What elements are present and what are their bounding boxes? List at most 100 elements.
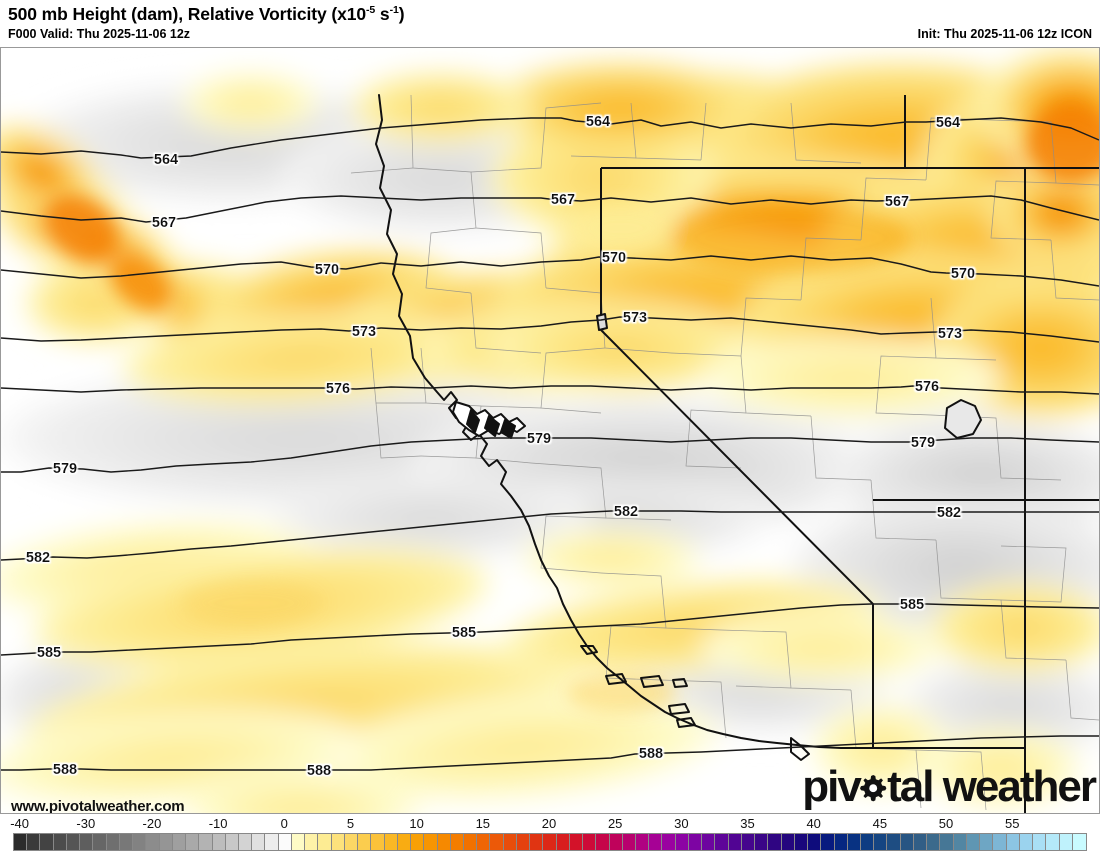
colorbar-swatch [1059,834,1073,850]
vorticity-fill-layer [1,48,1099,813]
contour-label: 564 [586,114,610,130]
colorbar-swatch [927,834,941,850]
contour-label: 576 [915,379,939,395]
colorbar-tick-label: 35 [740,816,755,831]
colorbar-tick-label: 25 [607,816,623,831]
colorbar-swatch [252,834,266,850]
colorbar-swatch [993,834,1007,850]
contour-label: 585 [900,597,924,613]
colorbar-swatch [596,834,610,850]
colorbar-swatch [80,834,94,850]
colorbar-tick-label: 20 [541,816,557,831]
colorbar-swatch [186,834,200,850]
contour-label: 570 [315,262,339,278]
colorbar-swatch [609,834,623,850]
colorbar-tick-label: 50 [938,816,954,831]
colorbar-swatch [384,834,398,850]
colorbar-swatch [556,834,570,850]
colorbar-swatch [874,834,888,850]
colorbar-swatch [40,834,54,850]
colorbar-swatch [450,834,464,850]
colorbar-swatch [688,834,703,850]
colorbar-swatch [808,834,822,850]
contour-label: 576 [326,381,350,397]
contour-label: 573 [623,310,647,326]
colorbar-swatch [715,834,729,850]
colorbar-swatch [146,834,160,850]
init-time-label: Init: Thu 2025-11-06 12z ICON [917,27,1092,41]
colorbar-swatch [358,834,372,850]
colorbar-swatch [172,834,187,850]
contour-label: 579 [911,435,935,451]
colorbar-tick-label: 40 [806,816,821,831]
colorbar-swatch [636,834,650,850]
colorbar-swatch [702,834,716,850]
colorbar-swatch [318,834,332,850]
colorbar-swatch [900,834,914,850]
colorbar-swatch [490,834,504,850]
contour-label: 573 [352,324,376,340]
valid-time-label: F000 Valid: Thu 2025-11-06 12z [8,27,191,41]
pivotal-weather-logo[interactable]: piv tal weather [802,762,1097,812]
logo-text-part1: piv [802,762,862,811]
contour-label: 567 [551,192,575,208]
title-main-text: 500 mb Height (dam), Relative Vorticity … [8,4,367,24]
title-end-text: ) [398,4,405,24]
colorbar-swatch [463,834,478,850]
colorbar-swatch [437,834,451,850]
weather-map-panel[interactable]: 564 564 564 567 567 567 570 570 570 573 573 573 576 5… [0,47,1100,814]
colorbar-tick-label: -10 [208,816,228,831]
colorbar-swatch [755,834,769,850]
colorbar-swatch [887,834,901,850]
colorbar-swatch [199,834,213,850]
colorbar-tick-label: 30 [674,816,689,831]
colorbar[interactable]: -40 -30 -20 -10 0 5 10 15 20 25 30 35 40 45 50 55 [0,816,1100,851]
contour-label: 567 [152,215,176,231]
colorbar-swatch [53,834,67,850]
colorbar-swatch [543,834,557,850]
page-title: 500 mb Height (dam), Relative Vorticity … [8,4,405,25]
website-url-label[interactable]: www.pivotalweather.com [11,798,185,814]
contour-label: 588 [639,746,663,762]
contour-label: 582 [26,550,50,566]
colorbar-swatch [1072,834,1086,850]
colorbar-swatch [794,834,809,850]
colorbar-swatches[interactable] [13,833,1087,851]
colorbar-swatch [278,834,292,850]
colorbar-swatch [953,834,967,850]
colorbar-swatch [569,834,584,850]
title-exponent-2: -1 [389,4,399,17]
colorbar-swatch [966,834,981,850]
colorbar-swatch [781,834,795,850]
contour-label: 582 [614,504,638,520]
contour-label: 570 [602,250,626,266]
colorbar-swatch [93,834,107,850]
colorbar-swatch [1046,834,1060,850]
colorbar-swatch [503,834,517,850]
colorbar-swatch [265,834,279,850]
colorbar-tick-label: 0 [280,816,288,831]
chart-header: 500 mb Height (dam), Relative Vorticity … [0,0,1100,47]
colorbar-tick-label: 15 [475,816,491,831]
colorbar-swatch [622,834,637,850]
title-mid-text: s [375,4,390,24]
map-canvas: 564 564 564 567 567 567 570 570 570 573 573 573 576 5… [1,48,1099,813]
colorbar-swatch [331,834,345,850]
colorbar-tick-label: -30 [76,816,96,831]
colorbar-swatch [1019,834,1034,850]
colorbar-swatch [834,834,848,850]
height-contours-layer [1,117,1099,771]
colorbar-tick-label: 45 [872,816,888,831]
contour-label: 573 [938,326,962,342]
colorbar-swatch [238,834,253,850]
colorbar-swatch [27,834,41,850]
colorbar-tick-label: -20 [142,816,162,831]
colorbar-swatch [768,834,782,850]
logo-text-part2: tal weather [887,762,1097,811]
contour-label: 579 [53,461,77,477]
contour-label: 570 [951,266,975,282]
colorbar-swatch [133,834,147,850]
gear-icon [860,775,887,802]
colorbar-swatch [847,834,861,850]
contour-label: 579 [527,431,551,447]
